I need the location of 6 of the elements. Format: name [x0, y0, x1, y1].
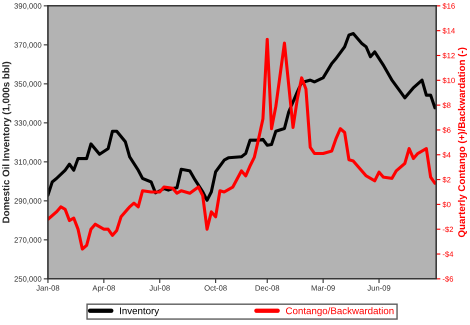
legend-label: Inventory [120, 307, 160, 316]
y2-axis-title: Quarterly Contango (+)/Backwardation (-) [458, 48, 468, 238]
line-series [48, 32, 436, 202]
y-axis-title: Domestic Oil Inventory (1,000s bbl) [2, 62, 12, 223]
line-series [48, 38, 436, 251]
legend-label: Contango/Backwardation [286, 307, 394, 316]
